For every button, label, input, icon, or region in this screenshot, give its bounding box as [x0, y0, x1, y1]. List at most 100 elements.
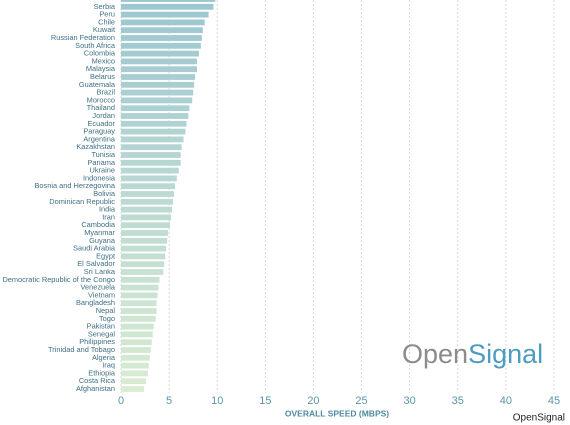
- y-tick-label: Tunisia: [91, 150, 115, 159]
- bar: [121, 120, 187, 127]
- y-tick-label: Pakistan: [87, 322, 115, 331]
- bar: [121, 159, 181, 166]
- y-tick-label: Paraguay: [83, 127, 115, 136]
- bar: [121, 261, 165, 268]
- bar: [121, 167, 179, 174]
- y-tick-label: Cambodia: [81, 220, 116, 229]
- y-tick-label: Brazil: [97, 88, 116, 97]
- bar: [121, 206, 172, 213]
- y-tick-label: Senegal: [88, 329, 115, 338]
- bar: [121, 354, 150, 361]
- bar: [121, 11, 209, 18]
- y-tick-label: Sri Lanka: [84, 267, 116, 276]
- y-tick-label: Philippines: [79, 337, 115, 346]
- y-tick-label: Costa Rica: [79, 376, 116, 385]
- y-tick-label: Kazakhstan: [76, 142, 115, 151]
- y-tick-label: Togo: [99, 314, 115, 323]
- bar: [121, 245, 167, 252]
- y-tick-label: Egypt: [96, 251, 115, 260]
- watermark-signal: Signal: [468, 339, 543, 369]
- y-tick-label: Iran: [102, 212, 115, 221]
- y-tick-label: Guatemala: [79, 80, 116, 89]
- bar: [121, 276, 160, 283]
- y-tick-label: Saudi Arabia: [73, 244, 116, 253]
- bar: [121, 27, 203, 34]
- bar: [121, 331, 153, 338]
- x-tick-label: 5: [166, 395, 172, 407]
- y-tick-label: Algeria: [92, 353, 116, 362]
- bar: [121, 42, 201, 49]
- bar: [121, 378, 147, 385]
- y-tick-label: Malaysia: [86, 64, 116, 73]
- y-tick-label: Kuwait: [93, 25, 115, 34]
- x-tick-label: 30: [404, 395, 416, 407]
- x-tick-label: 25: [355, 395, 367, 407]
- bar: [121, 284, 159, 291]
- bar: [121, 308, 157, 314]
- bar: [121, 362, 149, 369]
- bar: [121, 136, 184, 143]
- bar: [121, 183, 175, 190]
- x-tick-label: 40: [500, 395, 512, 407]
- bar: [121, 300, 157, 307]
- y-tick-label: El Salvador: [77, 259, 115, 268]
- bar: [121, 386, 145, 392]
- bar: [121, 144, 182, 151]
- bar: [121, 19, 205, 26]
- y-tick-label: Russian Federation: [51, 33, 115, 42]
- bar: [121, 347, 151, 353]
- bar: [121, 81, 195, 88]
- y-tick-label: Iraq: [102, 361, 115, 370]
- bar: [121, 323, 154, 330]
- y-tick-label: Ukraine: [90, 166, 115, 175]
- y-tick-label: Chile: [98, 17, 115, 26]
- bar: [121, 214, 172, 221]
- y-tick-label: Indonesia: [83, 173, 116, 182]
- y-tick-label: Ecuador: [87, 119, 115, 128]
- y-tick-label: Morocco: [87, 95, 115, 104]
- bar: [121, 105, 190, 112]
- y-tick-label: Belarus: [90, 72, 115, 81]
- y-tick-label: Myanmar: [84, 228, 115, 237]
- bar: [121, 74, 196, 80]
- bar: [121, 237, 168, 244]
- bar: [121, 97, 193, 104]
- bar: [121, 128, 186, 135]
- y-tick-label: Bolivia: [93, 189, 116, 198]
- x-tick-label: 10: [211, 395, 223, 407]
- y-tick-label: Peru: [99, 10, 115, 19]
- y-tick-label: Venezuela: [80, 283, 115, 292]
- y-tick-label: Trinidad and Tobago: [48, 345, 115, 354]
- bar: [121, 222, 171, 229]
- bar: [121, 35, 202, 41]
- bar: [121, 0, 216, 2]
- watermark: OpenSignal: [402, 339, 543, 369]
- y-tick-label: Mexico: [92, 56, 115, 65]
- y-tick-label: Democratic Republic of the Congo: [2, 275, 115, 284]
- x-axis-title: OVERALL SPEED (MBPS): [285, 408, 389, 418]
- y-tick-label: India: [99, 205, 116, 214]
- bar: [121, 113, 189, 119]
- x-tick-label: 45: [548, 395, 560, 407]
- watermark-open: Open: [402, 339, 468, 369]
- x-tick-label: 20: [307, 395, 319, 407]
- bar: [121, 66, 198, 73]
- bar: [121, 269, 164, 275]
- x-tick-label: 0: [118, 395, 124, 407]
- bar: [121, 191, 174, 197]
- y-tick-label: Dominican Republic: [49, 197, 115, 206]
- bar: [121, 370, 148, 377]
- y-tick-label: South Africa: [75, 41, 116, 50]
- bar: [121, 292, 158, 299]
- x-tick-label: 35: [452, 395, 464, 407]
- bar: [121, 253, 166, 260]
- y-tick-label: Jordan: [92, 111, 115, 120]
- y-tick-label: Afghanistan: [76, 384, 115, 393]
- bar: [121, 339, 152, 346]
- bar: [121, 230, 169, 236]
- y-tick-label: Argentina: [83, 134, 116, 143]
- y-tick-label: Nepal: [96, 306, 116, 315]
- y-tick-label: Panama: [87, 158, 115, 167]
- y-tick-label: Thailand: [87, 103, 115, 112]
